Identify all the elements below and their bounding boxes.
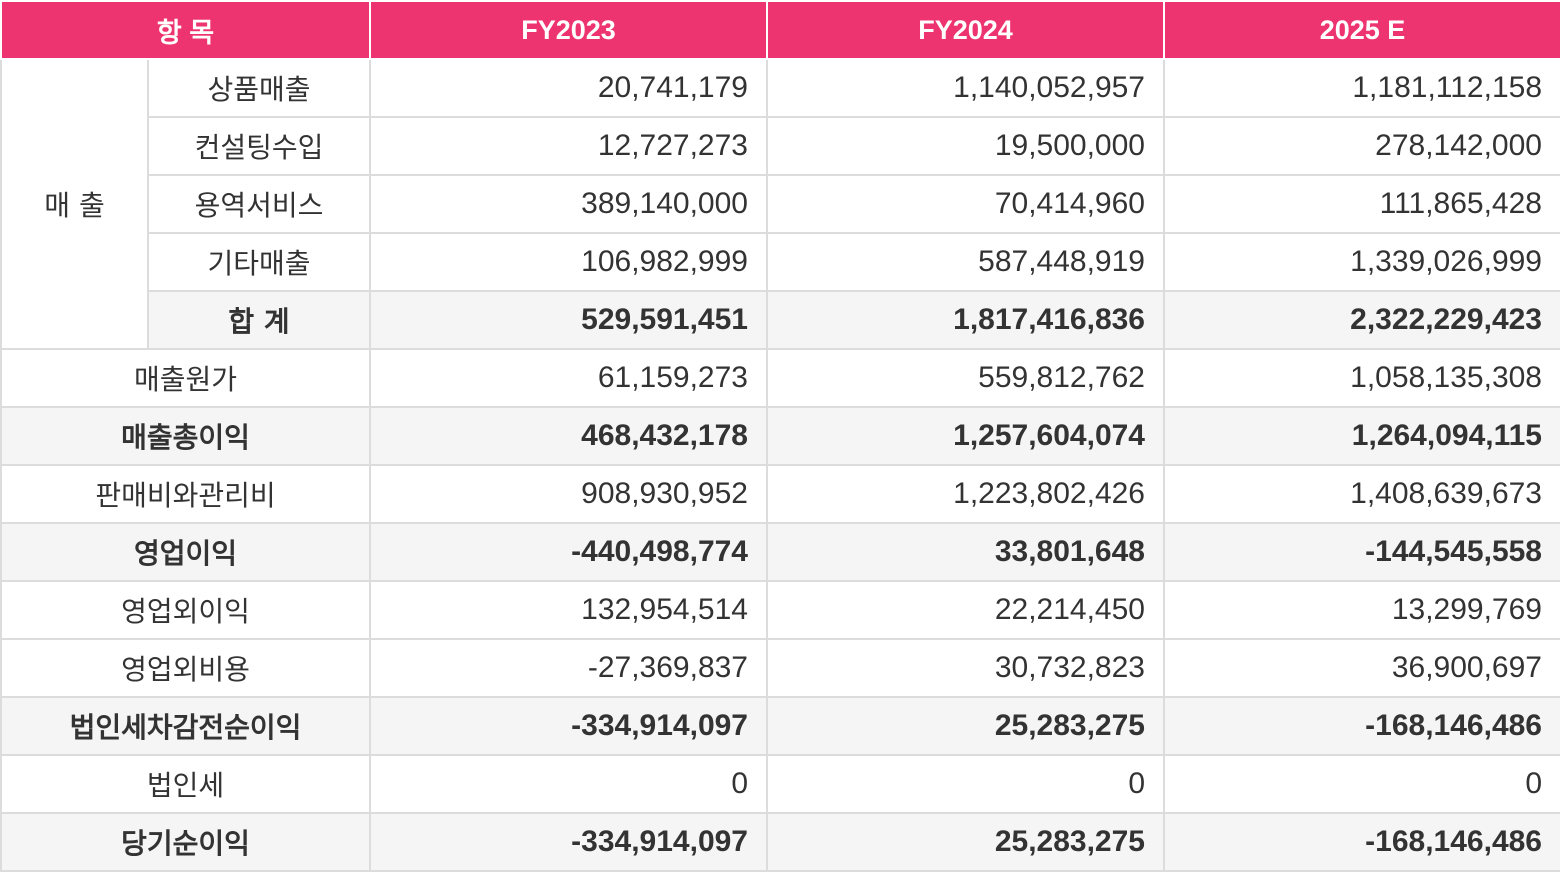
table-row-sga: 판매비와관리비 908,930,952 1,223,802,426 1,408,… [0, 464, 1560, 524]
cell-fy2024: 30,732,823 [766, 638, 1165, 698]
cell-fy2023: -27,369,837 [369, 638, 768, 698]
cell-fy2024: 33,801,648 [766, 522, 1165, 582]
row-label: 당기순이익 [0, 812, 371, 872]
cell-2025e: 1,264,094,115 [1163, 406, 1560, 466]
cell-fy2023: 61,159,273 [369, 348, 768, 408]
row-label: 판매비와관리비 [0, 464, 371, 524]
cell-fy2024: 1,140,052,957 [766, 58, 1165, 118]
cell-2025e: 0 [1163, 754, 1560, 814]
cell-2025e: -144,545,558 [1163, 522, 1560, 582]
cell-fy2024: 19,500,000 [766, 116, 1165, 176]
cell-2025e: 111,865,428 [1163, 174, 1560, 234]
cell-2025e: 13,299,769 [1163, 580, 1560, 640]
cell-fy2023: 106,982,999 [369, 232, 768, 292]
table-row-non-operating-expense: 영업외비용 -27,369,837 30,732,823 36,900,697 [0, 638, 1560, 698]
cell-2025e: 2,322,229,423 [1163, 290, 1560, 350]
table-row-net-income: 당기순이익 -334,914,097 25,283,275 -168,146,4… [0, 812, 1560, 872]
table-row-sales-total: 합 계 529,591,451 1,817,416,836 2,322,229,… [1, 290, 1560, 350]
header-fy2023: FY2023 [369, 0, 768, 60]
cell-2025e: 1,058,135,308 [1163, 348, 1560, 408]
cell-fy2024: 559,812,762 [766, 348, 1165, 408]
cell-fy2024: 22,214,450 [766, 580, 1165, 640]
cell-2025e: 278,142,000 [1163, 116, 1560, 176]
row-label: 합 계 [147, 290, 371, 350]
cell-fy2024: 1,223,802,426 [766, 464, 1165, 524]
row-label: 영업외비용 [0, 638, 371, 698]
header-item: 항 목 [0, 0, 371, 60]
cell-fy2023: 529,591,451 [369, 290, 768, 350]
cell-fy2024: 587,448,919 [766, 232, 1165, 292]
row-label: 영업외이익 [0, 580, 371, 640]
cell-fy2023: 468,432,178 [369, 406, 768, 466]
table-row-income-tax: 법인세 0 0 0 [0, 754, 1560, 814]
table-row-non-operating-income: 영업외이익 132,954,514 22,214,450 13,299,769 [0, 580, 1560, 640]
table-row-product-sales: 매 출 상품매출 20,741,179 1,140,052,957 1,181,… [0, 58, 1560, 350]
cell-2025e: 1,408,639,673 [1163, 464, 1560, 524]
cell-fy2023: 20,741,179 [369, 58, 768, 118]
cell-2025e: 1,181,112,158 [1163, 58, 1560, 118]
header-2025e: 2025 E [1163, 0, 1560, 60]
cell-fy2024: 70,414,960 [766, 174, 1165, 234]
table-row-gross-profit: 매출총이익 468,432,178 1,257,604,074 1,264,09… [0, 406, 1560, 466]
cell-fy2024: 25,283,275 [766, 696, 1165, 756]
cell-fy2024: 25,283,275 [766, 812, 1165, 872]
cell-fy2023: -334,914,097 [369, 812, 768, 872]
cell-2025e: 1,339,026,999 [1163, 232, 1560, 292]
cell-2025e: -168,146,486 [1163, 696, 1560, 756]
cell-fy2023: 389,140,000 [369, 174, 768, 234]
cell-fy2023: 132,954,514 [369, 580, 768, 640]
table-row-pretax-income: 법인세차감전순이익 -334,914,097 25,283,275 -168,1… [0, 696, 1560, 756]
sales-category-label: 매 출 [0, 58, 149, 350]
row-label: 용역서비스 [147, 174, 371, 234]
row-label: 컨설팅수입 [147, 116, 371, 176]
cell-fy2023: 0 [369, 754, 768, 814]
row-label: 법인세 [0, 754, 371, 814]
table-row-consulting-income: 컨설팅수입 12,727,273 19,500,000 278,142,000 [1, 116, 1560, 176]
header-row: 항 목 FY2023 FY2024 2025 E [0, 0, 1560, 60]
row-label: 매출총이익 [0, 406, 371, 466]
cell-fy2023: -334,914,097 [369, 696, 768, 756]
cell-fy2023: -440,498,774 [369, 522, 768, 582]
cell-fy2023: 908,930,952 [369, 464, 768, 524]
row-label: 기타매출 [147, 232, 371, 292]
cell-fy2024: 1,817,416,836 [766, 290, 1165, 350]
cell-2025e: -168,146,486 [1163, 812, 1560, 872]
table-row-other-sales: 기타매출 106,982,999 587,448,919 1,339,026,9… [1, 232, 1560, 292]
cell-fy2024: 0 [766, 754, 1165, 814]
row-label: 영업이익 [0, 522, 371, 582]
row-label: 매출원가 [0, 348, 371, 408]
header-fy2024: FY2024 [766, 0, 1165, 60]
cell-2025e: 36,900,697 [1163, 638, 1560, 698]
row-label: 법인세차감전순이익 [0, 696, 371, 756]
table-row-cost-of-sales: 매출원가 61,159,273 559,812,762 1,058,135,30… [0, 348, 1560, 408]
table-row-operating-income: 영업이익 -440,498,774 33,801,648 -144,545,55… [0, 522, 1560, 582]
row-label: 상품매출 [147, 58, 371, 118]
table-row-service: 용역서비스 389,140,000 70,414,960 111,865,428 [1, 174, 1560, 234]
cell-fy2024: 1,257,604,074 [766, 406, 1165, 466]
cell-fy2023: 12,727,273 [369, 116, 768, 176]
